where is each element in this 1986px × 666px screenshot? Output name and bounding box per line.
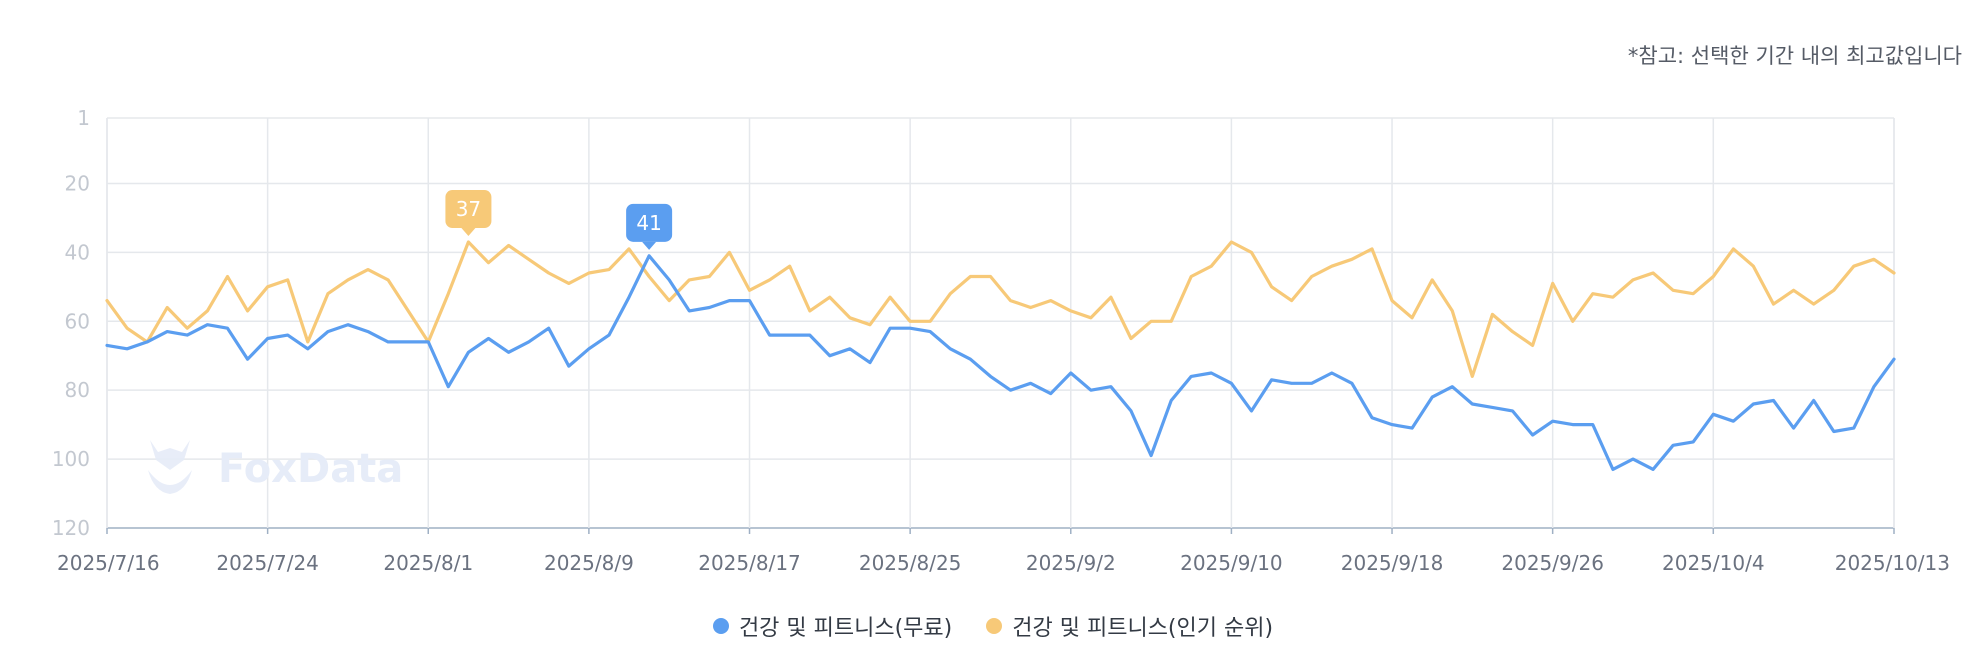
tooltip-value: 41 [636,211,661,235]
x-tick-label: 2025/8/25 [859,551,962,575]
x-tick-label: 2025/7/16 [57,551,160,575]
x-tick-label: 2025/9/2 [1026,551,1116,575]
tooltip-value: 37 [456,197,481,221]
grid-layer [106,117,1895,529]
legend-dot-popular [986,618,1003,634]
tooltip-layer: 41 37 [445,190,673,250]
peak-tooltip-free: 41 [626,203,673,250]
legend: 건강 및 피트니스(무료) 건강 및 피트니스(인기 순위) [0,610,1986,642]
tooltip-pointer [642,241,657,250]
x-tick-label: 2025/8/9 [544,551,634,575]
peak-tooltip-popular: 37 [445,190,492,237]
fox-tail-shape [148,470,192,494]
series-line-free [105,254,1896,471]
x-tick-label: 2025/10/13 [1835,551,1950,575]
fox-head-shape [150,440,190,470]
y-tick-label: 80 [65,378,90,402]
legend-dot-free [712,618,729,634]
y-tick-label: 1 [77,106,90,130]
legend-item-free[interactable]: 건강 및 피트니스(무료) [712,610,953,642]
tooltip-box [626,203,673,242]
legend-item-popular[interactable]: 건강 및 피트니스(인기 순위) [986,610,1273,642]
y-tick-label: 40 [65,240,90,264]
x-tick-label: 2025/8/17 [698,551,801,575]
x-tick-label: 2025/9/26 [1501,551,1604,575]
legend-label-free: 건강 및 피트니스(무료) [738,616,953,641]
y-tick-label: 60 [65,309,90,333]
watermark-text: FoxData [218,446,403,492]
x-tick-label: 2025/9/18 [1341,551,1444,575]
x-tick-label: 2025/7/24 [216,551,319,575]
series-line-popular [105,240,1896,378]
fox-logo-icon [148,440,192,494]
series-layer [105,240,1896,471]
chart-note: *참고: 선택한 기간 내의 최고값입니다 [1627,44,1962,68]
tooltip-box [445,190,492,229]
tooltip-pointer [461,228,476,237]
y-tick-label: 20 [65,171,90,195]
legend-label-popular: 건강 및 피트니스(인기 순위) [1012,616,1274,641]
y-tick-label: 100 [52,447,90,471]
watermark: FoxData [148,440,403,494]
x-tick-label: 2025/8/1 [383,551,473,575]
x-tick-label: 2025/9/10 [1180,551,1283,575]
x-tick-label: 2025/10/4 [1662,551,1765,575]
y-tick-label: 120 [52,516,90,540]
